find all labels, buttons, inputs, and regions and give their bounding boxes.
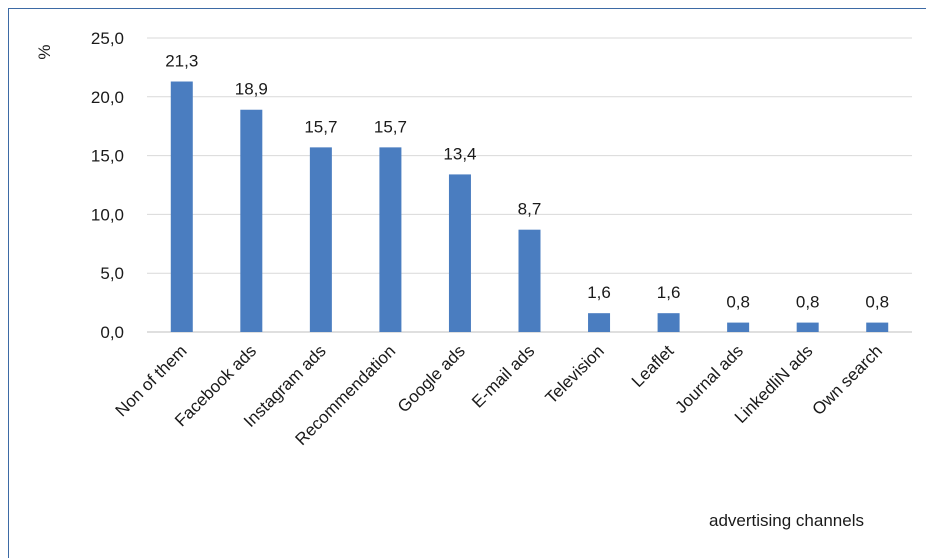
x-category-label: Own search bbox=[808, 341, 886, 419]
y-tick-label: 5,0 bbox=[100, 264, 124, 283]
bar bbox=[866, 322, 889, 332]
data-label: 0,8 bbox=[726, 293, 750, 312]
data-labels: 21,3 18,9 15,7 15,7 13,4 8,7 1,6 1,6 0,8 0,8 0,8 bbox=[165, 52, 889, 312]
bar bbox=[379, 147, 402, 332]
data-label: 1,6 bbox=[587, 283, 611, 302]
x-category-label: Journal ads bbox=[671, 341, 747, 417]
y-tick-label: 25,0 bbox=[91, 29, 124, 48]
x-category-label: Leaflet bbox=[628, 341, 678, 391]
bar bbox=[588, 313, 611, 332]
bar bbox=[518, 229, 541, 332]
data-label: 13,4 bbox=[443, 144, 476, 163]
x-axis-title: advertising channels bbox=[709, 511, 864, 530]
data-label: 8,7 bbox=[518, 200, 542, 219]
data-label: 0,8 bbox=[796, 293, 820, 312]
y-tick-label: 15,0 bbox=[91, 147, 124, 166]
bar bbox=[796, 322, 819, 332]
bar bbox=[170, 81, 193, 333]
bar bbox=[657, 313, 680, 332]
x-category-label: E-mail ads bbox=[468, 341, 538, 411]
data-label: 0,8 bbox=[865, 293, 889, 312]
bar bbox=[309, 147, 332, 332]
bar bbox=[240, 109, 263, 333]
data-label: 1,6 bbox=[657, 283, 681, 302]
data-label: 18,9 bbox=[235, 80, 268, 99]
y-tick-label: 20,0 bbox=[91, 88, 124, 107]
bars bbox=[170, 81, 889, 333]
y-tick-label: 10,0 bbox=[91, 205, 124, 224]
bar bbox=[448, 174, 471, 332]
data-label: 15,7 bbox=[304, 117, 337, 136]
y-tick-label: 0,0 bbox=[100, 323, 124, 342]
data-label: 21,3 bbox=[165, 52, 198, 71]
x-category-label: Google ads bbox=[394, 341, 469, 416]
bar bbox=[727, 322, 750, 332]
y-axis-ticks: 0,0 5,0 10,0 15,0 20,0 25,0 bbox=[91, 29, 124, 342]
y-axis-title: % bbox=[35, 44, 54, 59]
x-category-label: Television bbox=[542, 341, 608, 407]
data-label: 15,7 bbox=[374, 117, 407, 136]
